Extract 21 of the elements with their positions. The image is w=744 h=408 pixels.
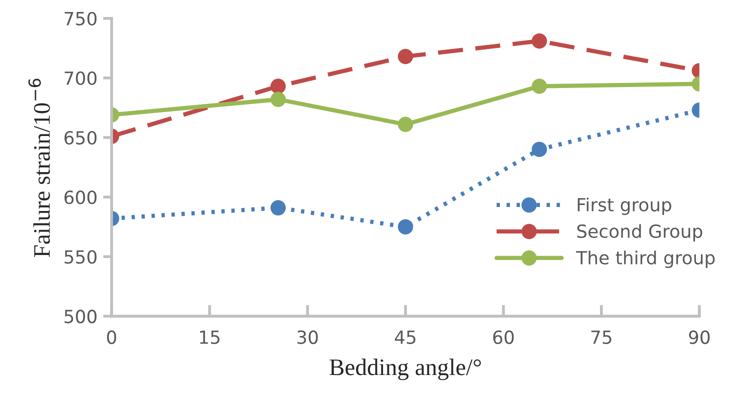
point	[398, 116, 414, 132]
legend-label: First group	[578, 198, 672, 216]
x-axis-title: Bedding angle/°	[330, 358, 481, 380]
x-tick-label: 90	[689, 330, 710, 344]
y-axis-title: Failure strain/10$^{−6}$	[28, 78, 50, 258]
x-tick-label: 30	[297, 330, 318, 344]
y-tick-label: 600	[64, 190, 97, 204]
legend-label: Second Group	[577, 224, 702, 242]
x-tick-label: 60	[493, 330, 514, 344]
x-tick-label: 45	[394, 330, 416, 344]
x-tick-label: 75	[591, 330, 612, 344]
x-tick-label: 0	[107, 330, 116, 344]
y-tick-label: 650	[64, 130, 97, 145]
y-tick-label: 700	[64, 71, 97, 86]
x-tick-label: 15	[200, 330, 220, 344]
y-tick-label: 500	[64, 310, 97, 324]
y-tick-label: 750	[64, 12, 97, 26]
point	[398, 219, 414, 234]
y-tick-label: 550	[64, 250, 97, 264]
legend-label: The third group	[576, 250, 715, 268]
point	[398, 48, 414, 64]
